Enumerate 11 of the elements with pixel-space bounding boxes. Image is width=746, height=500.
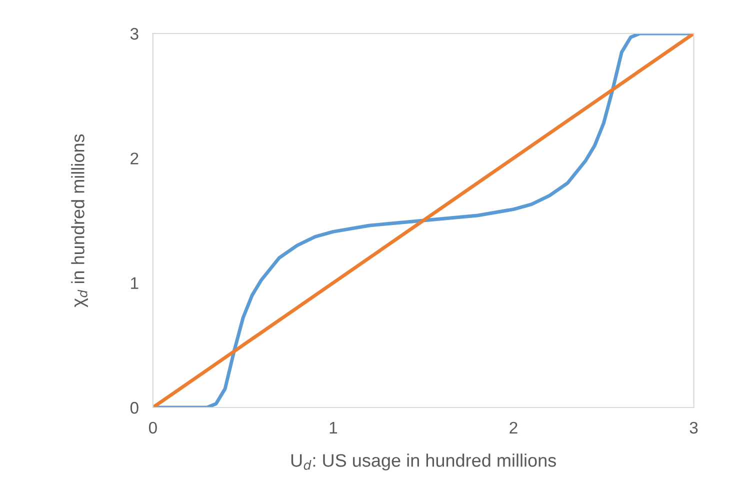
y-tick-label: 1 — [131, 277, 138, 289]
y-tick-label: 3 — [130, 28, 138, 40]
x-axis-title: U$_{d}$: US usage in hundred millions — [291, 454, 556, 470]
y-tick-label: 0 — [130, 402, 138, 414]
x-tick-label: 3 — [690, 422, 698, 434]
x-tick-label: 1 — [330, 422, 338, 434]
y-axis-title: χ$_{d}$ in hundred millions — [71, 134, 88, 308]
line-series — [152, 34, 694, 408]
x-tick-label: 0 — [148, 422, 157, 434]
x-tick-label: 2 — [510, 422, 518, 434]
y-tick-label: 2 — [130, 152, 138, 164]
